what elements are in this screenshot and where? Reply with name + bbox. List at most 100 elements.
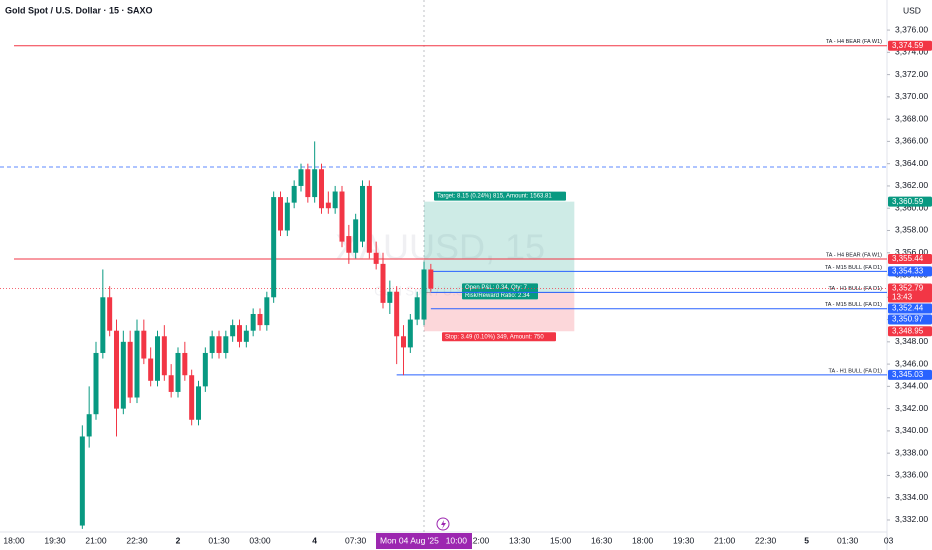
x-tick-label: 07:30 xyxy=(345,535,367,545)
candle-body xyxy=(366,185,372,253)
candle-body xyxy=(189,375,195,420)
rr-text: Risk/Reward Ratio: 2.34 xyxy=(465,293,530,299)
candle-body xyxy=(428,269,434,289)
candle-body xyxy=(387,291,393,303)
x-tick-label: 5 xyxy=(804,535,809,545)
candle-body xyxy=(271,197,277,298)
candle-body xyxy=(141,330,147,359)
price-tag-label: 3,352.79 xyxy=(892,284,924,293)
level-label: TA - H4 BEAR (FA W1) xyxy=(826,39,882,45)
candle-body xyxy=(298,169,304,186)
target-text-box xyxy=(433,191,566,201)
x-tick-label: 21:00 xyxy=(714,535,736,545)
y-tick-label: 3,346.00 xyxy=(895,358,928,368)
candle-body xyxy=(182,352,188,376)
candle-body xyxy=(113,330,119,409)
y-tick-label: 3,334.00 xyxy=(895,492,928,502)
price-tag xyxy=(888,266,932,277)
candle-body xyxy=(291,185,297,203)
x-tick-label: 03:00 xyxy=(249,535,271,545)
candle-body xyxy=(107,297,113,331)
candle-body xyxy=(359,185,365,242)
crosshair-date: Mon 04 Aug '25 xyxy=(380,535,439,545)
candle-body xyxy=(407,319,413,348)
y-tick-label: 3,374.00 xyxy=(895,47,928,57)
candle-body xyxy=(230,325,236,337)
price-tag xyxy=(888,196,932,207)
x-tick-label: 12:00 xyxy=(468,535,490,545)
y-tick-label: 3,372.00 xyxy=(895,69,928,79)
x-tick-label: 03 xyxy=(884,535,894,545)
currency: USD xyxy=(903,5,921,15)
candle-body xyxy=(277,197,283,231)
candle-body xyxy=(346,236,352,253)
x-tick-label: 21:00 xyxy=(85,535,107,545)
price-tag xyxy=(888,326,932,337)
candle-body xyxy=(257,313,263,326)
candle-body xyxy=(394,291,400,337)
price-tag xyxy=(888,303,932,314)
x-tick-label: 15:00 xyxy=(550,535,572,545)
candle-body xyxy=(154,336,160,381)
candle-body xyxy=(93,352,99,415)
x-tick-label: 19:30 xyxy=(673,535,695,545)
candle-body xyxy=(127,341,133,398)
x-tick-label: 01:30 xyxy=(837,535,859,545)
candle-body xyxy=(312,169,318,198)
candle-body xyxy=(216,336,222,353)
candle-body xyxy=(202,352,208,387)
y-tick-label: 3,376.00 xyxy=(895,24,928,34)
y-tick-label: 3,348.00 xyxy=(895,336,928,346)
candle-body xyxy=(223,336,229,353)
y-tick-label: 3,332.00 xyxy=(895,514,928,524)
y-tick-label: 3,366.00 xyxy=(895,136,928,146)
candle-body xyxy=(209,336,215,353)
y-tick-label: 3,362.00 xyxy=(895,180,928,190)
level-label: TA - H1 BULL (FA D1) xyxy=(829,368,883,374)
candle-body xyxy=(120,341,126,409)
y-tick-label: 3,358.00 xyxy=(895,225,928,235)
price-tag-label: 3,360.59 xyxy=(892,197,924,206)
price-tag-label: 3,354.33 xyxy=(892,266,924,275)
y-tick-label: 3,356.00 xyxy=(895,247,928,257)
candle-body xyxy=(339,191,345,242)
candle-body xyxy=(380,263,386,303)
candle-body xyxy=(100,297,106,353)
price-tag xyxy=(888,369,932,380)
stop-text-box xyxy=(441,332,556,342)
y-tick-label: 3,338.00 xyxy=(895,447,928,457)
chart-title: Gold Spot / U.S. Dollar · 15 · SAXO xyxy=(5,5,153,15)
candle-body xyxy=(236,325,242,342)
candle-body xyxy=(79,436,85,526)
price-tag xyxy=(888,314,932,325)
candle-body xyxy=(250,313,256,331)
x-tick-label: 22:30 xyxy=(755,535,777,545)
candle-body xyxy=(134,330,140,398)
candle-body xyxy=(195,386,201,420)
candle-body xyxy=(305,169,311,198)
price-tag xyxy=(888,253,932,264)
alert-icon-bolt xyxy=(441,520,446,529)
target-zone xyxy=(423,201,575,293)
x-tick-label: 13:30 xyxy=(509,535,531,545)
target-text: Target: 8.15 (0.24%) 815, Amount: 1563.8… xyxy=(437,194,552,200)
x-tick-label: 01:30 xyxy=(208,535,230,545)
candle-body xyxy=(400,336,406,348)
candle-body xyxy=(373,252,379,264)
level-label: TA - H4 BEAR (FA W1) xyxy=(826,252,882,258)
candle-body xyxy=(325,202,331,209)
candle-body xyxy=(243,330,249,342)
x-tick-label: 18:00 xyxy=(632,535,654,545)
crosshair-label-box xyxy=(375,533,472,549)
y-tick-label: 3,364.00 xyxy=(895,158,928,168)
stop-text: Stop: 3.49 (0.10%) 349, Amount: 750 xyxy=(445,334,544,340)
pnl-text: Open P&L: 0.34, Qty: 7 xyxy=(465,285,528,291)
price-tag xyxy=(888,283,932,303)
x-tick-label: 16:30 xyxy=(591,535,613,545)
price-tag-label: 3,374.59 xyxy=(892,41,924,50)
x-tick-label: 2 xyxy=(176,535,181,545)
x-tick-label: 19:30 xyxy=(44,535,66,545)
candle-body xyxy=(175,352,181,392)
